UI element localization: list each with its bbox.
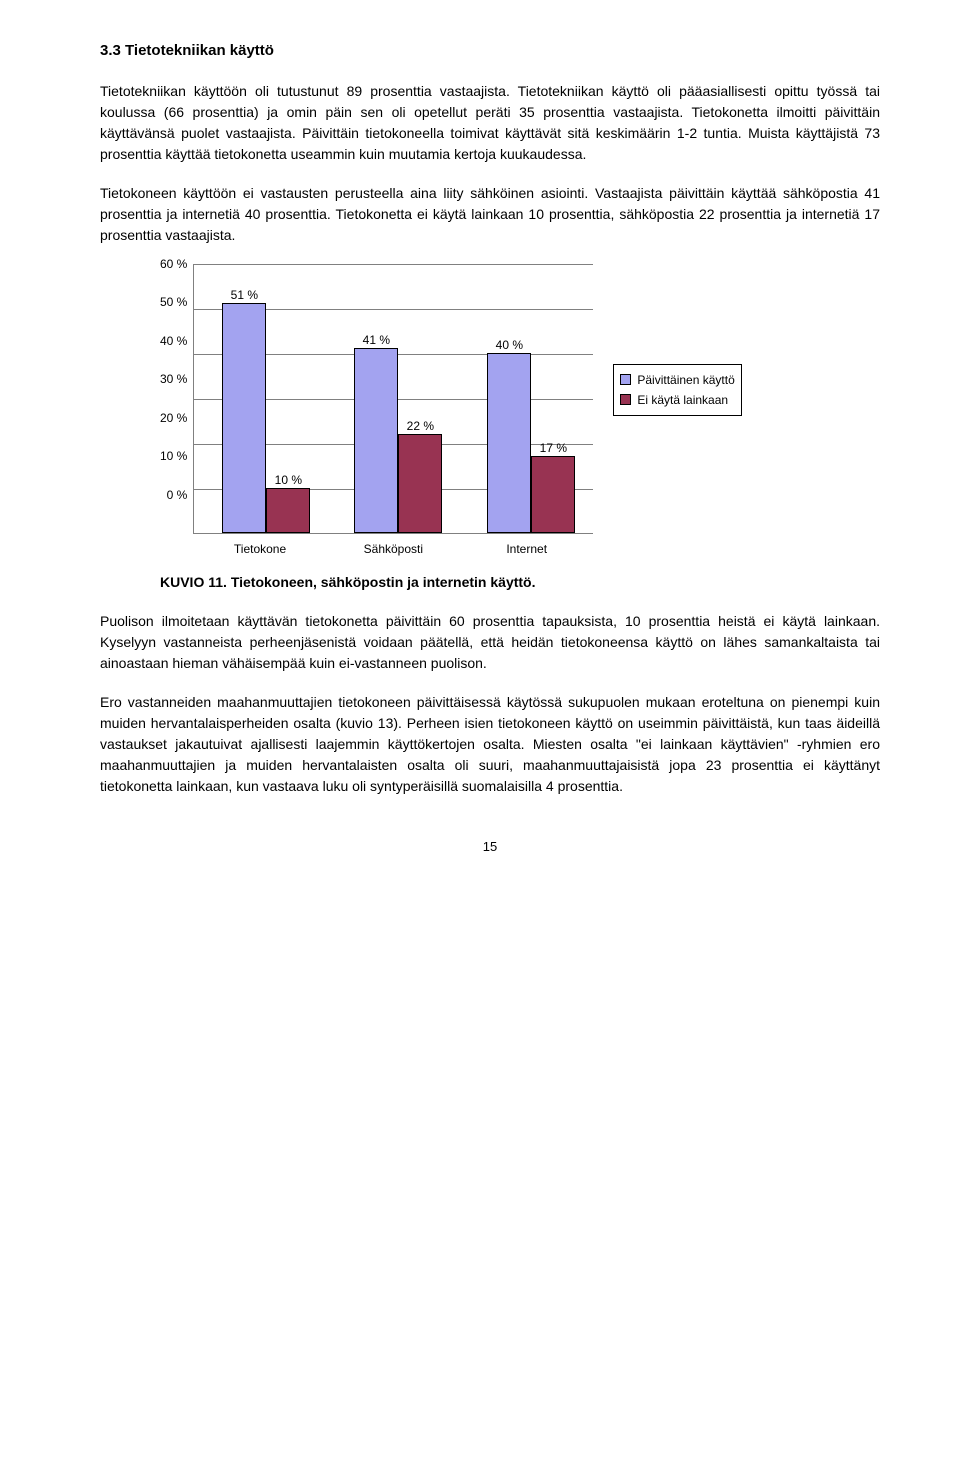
bar-value-label: 22 % — [407, 417, 434, 435]
y-tick-label: 20 % — [160, 412, 187, 451]
legend-swatch — [620, 374, 631, 385]
figure-title: Tietokoneen, sähköpostin ja internetin k… — [231, 574, 536, 590]
paragraph-2: Tietokoneen käyttöön ei vastausten perus… — [100, 183, 880, 246]
bar-value-label: 51 % — [231, 286, 258, 304]
chart-bar: 51 % — [222, 303, 266, 533]
y-tick-label: 30 % — [160, 373, 187, 412]
legend-swatch — [620, 394, 631, 405]
figure-label: KUVIO 11. — [160, 574, 231, 590]
section-heading: 3.3 Tietotekniikan käyttö — [100, 40, 880, 63]
y-tick-label: 60 % — [160, 258, 187, 297]
legend-label: Päivittäinen käyttö — [637, 371, 734, 389]
chart-plot-area: 51 %10 %41 %22 %40 %17 % — [193, 264, 593, 534]
bar-value-label: 10 % — [275, 471, 302, 489]
y-tick-label: 0 % — [160, 489, 187, 528]
bar-group: 51 %10 % — [222, 303, 310, 533]
y-axis-ticks: 60 %50 %40 %30 %20 %10 %0 % — [160, 264, 193, 534]
page-number: 15 — [100, 837, 880, 857]
bar-value-label: 41 % — [363, 331, 390, 349]
legend-item: Päivittäinen käyttö — [620, 371, 734, 389]
legend-item: Ei käytä lainkaan — [620, 391, 734, 409]
paragraph-4: Ero vastanneiden maahanmuuttajien tietok… — [100, 692, 880, 797]
chart-container: 60 %50 %40 %30 %20 %10 %0 % 51 %10 %41 %… — [160, 264, 880, 558]
y-tick-label: 50 % — [160, 296, 187, 335]
y-tick-label: 40 % — [160, 335, 187, 374]
bar-group: 40 %17 % — [487, 353, 575, 533]
paragraph-3: Puolison ilmoitetaan käyttävän tietokone… — [100, 611, 880, 674]
x-tick-label: Tietokone — [193, 540, 326, 558]
bar-value-label: 17 % — [540, 439, 567, 457]
chart-bar: 41 % — [354, 348, 398, 533]
chart-bar: 22 % — [398, 434, 442, 533]
chart-gridline — [194, 264, 593, 265]
x-tick-label: Internet — [460, 540, 593, 558]
bar-group: 41 %22 % — [354, 348, 442, 533]
y-tick-label: 10 % — [160, 450, 187, 489]
bar-value-label: 40 % — [496, 336, 523, 354]
x-tick-label: Sähköposti — [327, 540, 460, 558]
chart-bar: 10 % — [266, 488, 310, 533]
chart-bar: 17 % — [531, 456, 575, 533]
paragraph-1: Tietotekniikan käyttöön oli tutustunut 8… — [100, 81, 880, 165]
chart-bar: 40 % — [487, 353, 531, 533]
x-axis-labels: TietokoneSähköpostiInternet — [193, 534, 593, 558]
legend-label: Ei käytä lainkaan — [637, 391, 728, 409]
chart-legend: Päivittäinen käyttö Ei käytä lainkaan — [613, 364, 741, 416]
figure-caption: KUVIO 11. Tietokoneen, sähköpostin ja in… — [160, 572, 880, 593]
